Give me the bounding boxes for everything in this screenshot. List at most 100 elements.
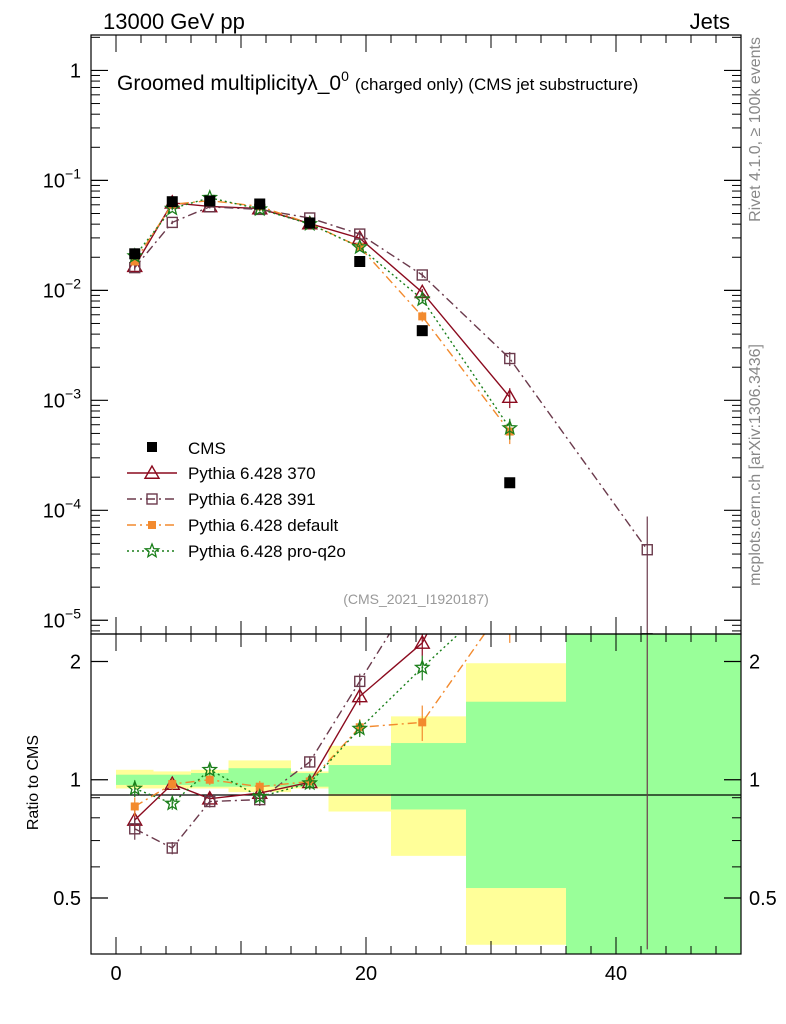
y-tick-label: 10−3 xyxy=(43,385,81,412)
series-line-2 xyxy=(134,199,511,432)
legend-marker xyxy=(143,542,161,559)
y-tick-label-base: 1 xyxy=(70,60,81,82)
y-tick-label-exponent: −2 xyxy=(65,275,81,291)
ratio-point xyxy=(413,658,431,675)
y-tick-label-exponent: −1 xyxy=(65,165,81,181)
ratio-y-tick-label: 2 xyxy=(70,652,81,674)
title-suffix: (charged only) (CMS jet substructure) xyxy=(355,75,638,94)
title-main: Groomed multiplicityλ_0 xyxy=(117,72,341,95)
plot-title: Groomed multiplicityλ_00 (charged only) (… xyxy=(117,68,638,95)
legend-label: Pythia 6.428 370 xyxy=(188,464,316,483)
ratio-point xyxy=(205,775,214,784)
ratio-band-inner xyxy=(116,774,154,785)
y-tick-label: 10−2 xyxy=(43,275,81,302)
ratio-point xyxy=(414,634,431,649)
data-point xyxy=(166,196,178,208)
series-line-3 xyxy=(134,197,511,429)
ratio-point xyxy=(166,842,178,854)
ratio-point xyxy=(418,718,427,727)
data-point xyxy=(304,217,316,229)
ratio-point xyxy=(129,823,141,835)
legend-label-data: CMS xyxy=(188,439,226,458)
y-tick-label-base: 10 xyxy=(43,280,65,302)
ratio-series-line-3 xyxy=(134,634,460,805)
data-point xyxy=(416,325,428,337)
legend-marker xyxy=(148,521,156,529)
side-label-source: mcplots.cern.ch [arXiv:1306.3436] xyxy=(747,344,764,586)
y-tick-label-base: 10 xyxy=(43,390,65,412)
legend-marker xyxy=(146,493,158,505)
y-tick-label: 10−1 xyxy=(43,165,81,192)
legend-marker xyxy=(143,464,161,479)
ratio-point xyxy=(351,687,368,703)
legend: CMS Pythia 6.428 370 Pythia 6.428 391 Pythi… xyxy=(127,439,346,561)
ratio-band-inner xyxy=(328,765,391,794)
svg-text:Groomed multiplicityλ_00(charg: Groomed multiplicityλ_00 (charged only) (… xyxy=(117,68,638,95)
ratio-point xyxy=(642,458,652,468)
ratio-point xyxy=(201,760,219,777)
ratio-point xyxy=(505,331,515,341)
ratio-point xyxy=(130,802,139,811)
data-point xyxy=(204,195,216,207)
ratio-point xyxy=(163,794,181,811)
ratio-point xyxy=(304,756,316,768)
ratio-point xyxy=(251,788,269,804)
series-point xyxy=(501,419,519,436)
series-point xyxy=(504,352,516,365)
data-point xyxy=(354,256,366,268)
series-point xyxy=(413,290,431,307)
tick-marks: 110−110−210−310−410−50 20 400.5 0.51 12 2 xyxy=(43,35,777,985)
ratio-point xyxy=(126,779,144,796)
legend-label: Pythia 6.428 default xyxy=(188,516,339,535)
legend-marker-data xyxy=(147,442,157,452)
side-label-version: Rivet 4.1.0, ≥ 100k events xyxy=(747,37,764,222)
ratio-series-group xyxy=(126,331,652,950)
y-tick-label: 10−4 xyxy=(43,495,81,522)
title-superscript: 0 xyxy=(341,68,349,84)
ratio-point xyxy=(417,576,427,586)
legend-label: Pythia 6.428 pro-q2o xyxy=(188,542,346,561)
header-right: Jets xyxy=(690,9,730,34)
y-tick-label-base: 10 xyxy=(43,170,65,192)
y-tick-label: 10−5 xyxy=(43,605,81,632)
ratio-band-inner xyxy=(228,768,291,787)
ratio-y-tick-label: 1 xyxy=(70,770,81,792)
series-point xyxy=(166,216,178,229)
ratio-band-inner xyxy=(566,634,741,954)
ratio-point xyxy=(503,580,516,593)
ratio-point xyxy=(204,795,216,808)
ratio-y-tick-label-right: 2 xyxy=(749,652,760,674)
ratio-ylabel: Ratio to CMS xyxy=(25,735,42,830)
ratio-series-line-0 xyxy=(134,634,428,821)
series-point xyxy=(501,388,518,404)
ratio-y-tick-label-right: 1 xyxy=(749,770,760,792)
x-tick-label: 20 xyxy=(355,963,377,985)
header-left: 13000 GeV pp xyxy=(103,9,245,34)
ratio-point xyxy=(354,675,366,688)
series-point xyxy=(351,238,369,255)
series-point xyxy=(130,257,139,266)
data-point xyxy=(504,477,516,489)
data-point xyxy=(254,198,266,210)
y-tick-label-base: 10 xyxy=(43,610,65,632)
series-point xyxy=(416,269,428,281)
ratio-point xyxy=(168,780,177,789)
y-tick-label: 1 xyxy=(70,60,81,82)
y-tick-label-exponent: −4 xyxy=(65,495,81,511)
ratio-uncertainty-bands xyxy=(116,634,741,954)
main-series-group xyxy=(126,189,653,634)
ratio-point xyxy=(506,594,514,602)
series-point xyxy=(418,312,427,321)
series-point xyxy=(641,544,653,556)
ratio-y-tick-label: 0.5 xyxy=(53,888,81,910)
series-line-0 xyxy=(134,202,511,398)
ratio-y-tick-label-right: 0.5 xyxy=(749,888,777,910)
ratio-point xyxy=(351,719,369,736)
analysis-tag: (CMS_2021_I1920187) xyxy=(343,591,489,607)
ratio-series-line-2 xyxy=(134,634,486,808)
y-tick-label-exponent: −3 xyxy=(65,385,81,401)
ratio-point xyxy=(255,782,264,791)
y-tick-label-base: 10 xyxy=(43,500,65,522)
x-tick-label: 0 xyxy=(110,963,121,985)
